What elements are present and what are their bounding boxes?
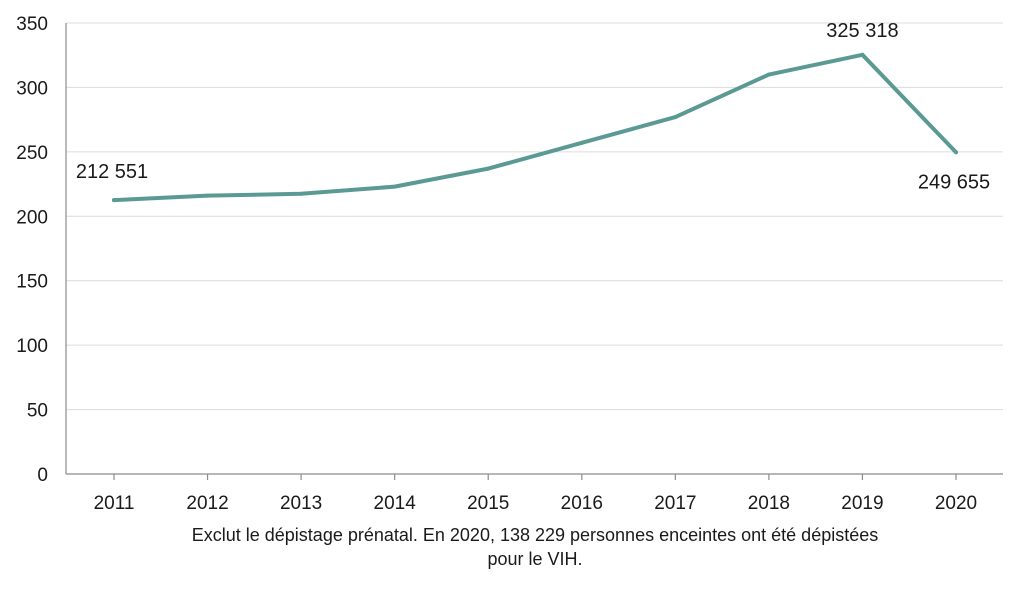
- data-point: [766, 72, 771, 77]
- y-tick-label: 350: [16, 14, 48, 35]
- x-tick-label: 2016: [561, 493, 603, 514]
- y-tick-label: 150: [16, 272, 48, 293]
- y-tick-label: 100: [16, 336, 48, 357]
- x-tick-label: 2015: [467, 493, 509, 514]
- x-tick-label: 2014: [374, 493, 417, 514]
- x-axis-ticks: 2011 2012 2013 2014 2015 2016 2017 2018 2019 2020: [94, 474, 977, 514]
- y-tick-label: 0: [37, 465, 48, 486]
- footnote-line-2: pour le VIH.: [487, 549, 583, 569]
- x-tick-label: 2012: [186, 493, 228, 514]
- data-labels: 212 551 325 318 249 655: [76, 20, 990, 193]
- x-tick-label: 2017: [654, 493, 696, 514]
- gridlines: [66, 22, 1003, 411]
- data-point: [112, 198, 116, 203]
- x-tick-label: 2011: [94, 493, 135, 514]
- y-tick-label: 300: [16, 78, 48, 99]
- x-tick-label: 2020: [935, 493, 977, 514]
- data-point: [392, 184, 397, 189]
- axes: [65, 23, 1003, 475]
- y-tick-label: 50: [27, 401, 48, 422]
- data-point: [579, 140, 584, 145]
- footnote: Exclut le dépistage prénatal. En 2020, 1…: [0, 523, 1024, 571]
- x-tick-label: 2018: [748, 493, 790, 514]
- x-tick-label: 2019: [841, 493, 883, 514]
- data-label: 249 655: [918, 171, 990, 193]
- series-group: [112, 52, 958, 203]
- data-point: [205, 193, 210, 198]
- data-label: 325 318: [826, 20, 898, 42]
- y-axis-ticks: 0 50 100 150 200 250 300 350: [16, 14, 48, 486]
- data-point: [860, 52, 865, 57]
- y-tick-label: 250: [16, 143, 48, 164]
- data-point: [954, 150, 958, 155]
- y-tick-label: 200: [16, 207, 48, 228]
- data-label: 212 551: [76, 161, 148, 183]
- x-tick-label: 2013: [280, 493, 322, 514]
- data-point: [299, 191, 304, 196]
- series-line: [112, 52, 958, 203]
- data-point: [486, 166, 491, 171]
- footnote-line-1: Exclut le dépistage prénatal. En 2020, 1…: [191, 525, 879, 545]
- data-point: [673, 115, 678, 120]
